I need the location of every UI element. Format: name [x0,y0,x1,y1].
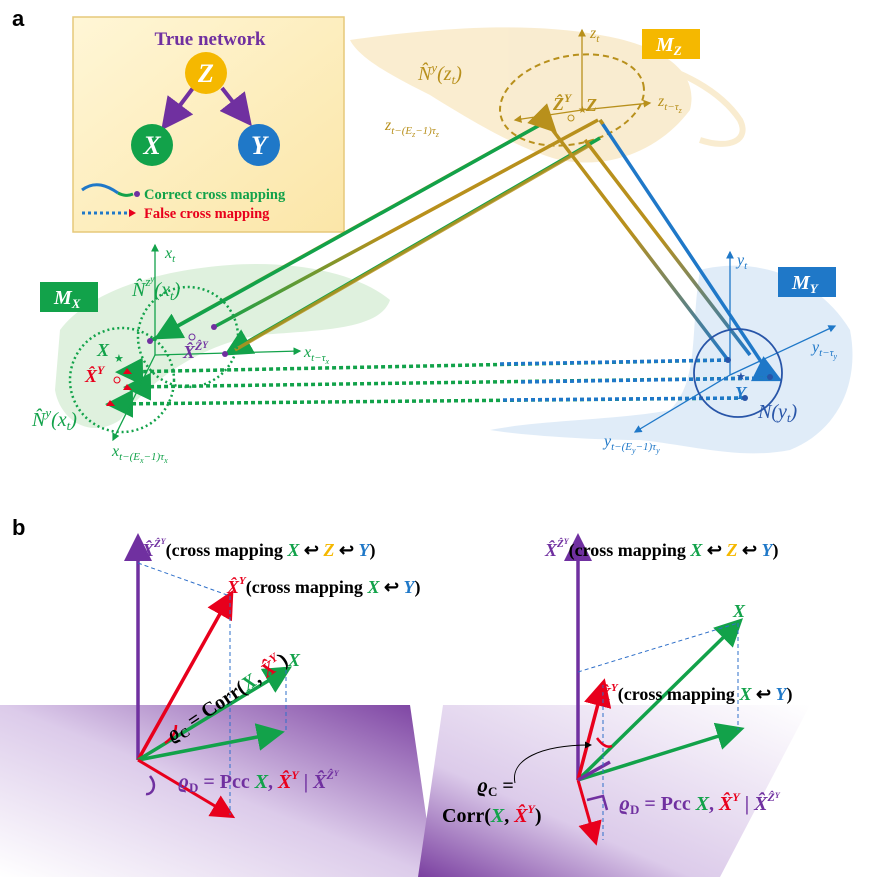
legend-title: True network [155,29,266,50]
legend-edge-z-y [219,86,252,127]
left-plane [0,705,435,877]
right-plane [418,705,810,877]
point-x-star: ★ [114,353,124,365]
point-x-label: X [96,340,110,360]
y-axis-emb: yt−(Ey−1)τy [602,433,660,455]
y-axes [633,250,837,433]
node-z-label: Z [197,59,214,88]
neighborhood-y-label: N(yt) [757,401,798,425]
left-xhaty-vector [136,589,234,761]
left-rho-d-label: ϱD = Pcc X, X̂Y | X̂ẐY [178,768,340,795]
cross-map-arrows-xz [149,118,601,356]
label-my: MY [778,267,836,297]
neighborhood-x-zy-label: N̂zy(xt) [131,274,181,303]
neighborhood-x-y-label: N̂y(xt) [31,405,77,433]
right-xhaty-vector [576,678,612,781]
correct-neighbor-3 [222,351,228,357]
right-rho-c-label-2: Corr(X, X̂Y) [442,802,542,827]
neighborhood-z-label: N̂y(zt) [417,60,462,87]
z-axis-t: zt [589,25,600,45]
left-xhaty-proj [137,758,236,819]
correct-neighbor-2 [211,324,217,330]
y-neighbor-3 [742,395,748,401]
neighborhood-y [693,328,783,418]
point-y-star: ★ [736,371,746,383]
right-x-vector [576,618,743,782]
svg-text:MX: MX [53,287,81,311]
right-top-label: X̂ẐY(cross mapping X ↩ Z ↩ Y) [544,537,779,561]
right-x-label: X [732,601,746,621]
right-x-proj [577,722,745,782]
x-axis-lag: xt−τx [303,344,330,366]
node-x-label: X [142,131,161,160]
manifold-y-cloud [490,265,853,454]
false-neighbor-1 [123,368,132,374]
label-mx: MX [40,282,98,312]
y-neighbor-2 [767,374,773,380]
point-xhat-zy-marker [188,333,196,341]
right-xhatzy-proj [577,760,611,782]
y-neighbor-1 [725,357,731,363]
point-xhat-zy-label: X̂ẐY [182,339,209,362]
false-neighbor-2 [123,384,132,390]
node-y-label: Y [251,131,269,160]
left-x-proj [137,723,285,762]
x-axis-t: xt [164,245,176,265]
right-rho-c-label-1: ϱC = [477,775,514,799]
cross-map-arrows-yz [527,103,783,382]
right-red-label: X̂Y(cross mapping X ↩ Y) [598,682,793,705]
label-mz: MZ [642,29,700,59]
node-x [131,124,173,166]
y-axis-t: yt [735,252,748,272]
legend-correct-line [81,183,119,195]
svg-text:MZ: MZ [655,34,682,58]
node-z [185,52,227,94]
node-y [238,124,280,166]
left-x-label: X [287,650,301,670]
left-vectors [124,533,292,819]
y-axis-lag: yt−τy [810,339,838,361]
legend-correct-text: Correct cross mapping [144,187,286,203]
right-xhaty-proj [576,779,602,846]
neighborhood-x-y [68,326,176,434]
false-cross-map-arrows [105,357,771,418]
left-x-vector [137,666,292,762]
x-axis-emb: xt−(Ex−1)τx [111,443,168,465]
z-axis-lag: zt−τz [657,93,683,115]
right-vectors [513,533,745,846]
point-xhat-y-label: X̂Y [84,363,106,386]
point-xhat-y-marker [113,376,121,384]
legend-edge-x-z [161,86,195,131]
point-zhat-marker [567,114,575,122]
panel-a-label: a [12,6,25,31]
legend-false-text: False cross mapping [144,206,270,222]
true-network-legend: True network Z X Y Correct cross mapping… [72,16,345,233]
right-rho-d-label: ϱD = Pcc X, X̂Y | X̂ẐY [619,790,781,817]
panel-b-label: b [12,515,25,540]
z-axis-emb: zt−(Ez−1)τz [384,117,440,139]
neighborhood-x-zy [136,285,240,389]
point-z-star: ★ [578,105,587,116]
svg-text:MY: MY [791,272,819,296]
false-neighbor-3 [106,400,115,406]
neighborhood-z [499,53,645,147]
left-top-label: X̂ẐY(cross mapping X ↩ Z ↩ Y) [141,537,376,561]
point-z-label: Z [585,95,597,115]
left-red-label: X̂Y(cross mapping X ↩ Y) [226,575,421,598]
correct-neighbor-1 [147,338,153,344]
